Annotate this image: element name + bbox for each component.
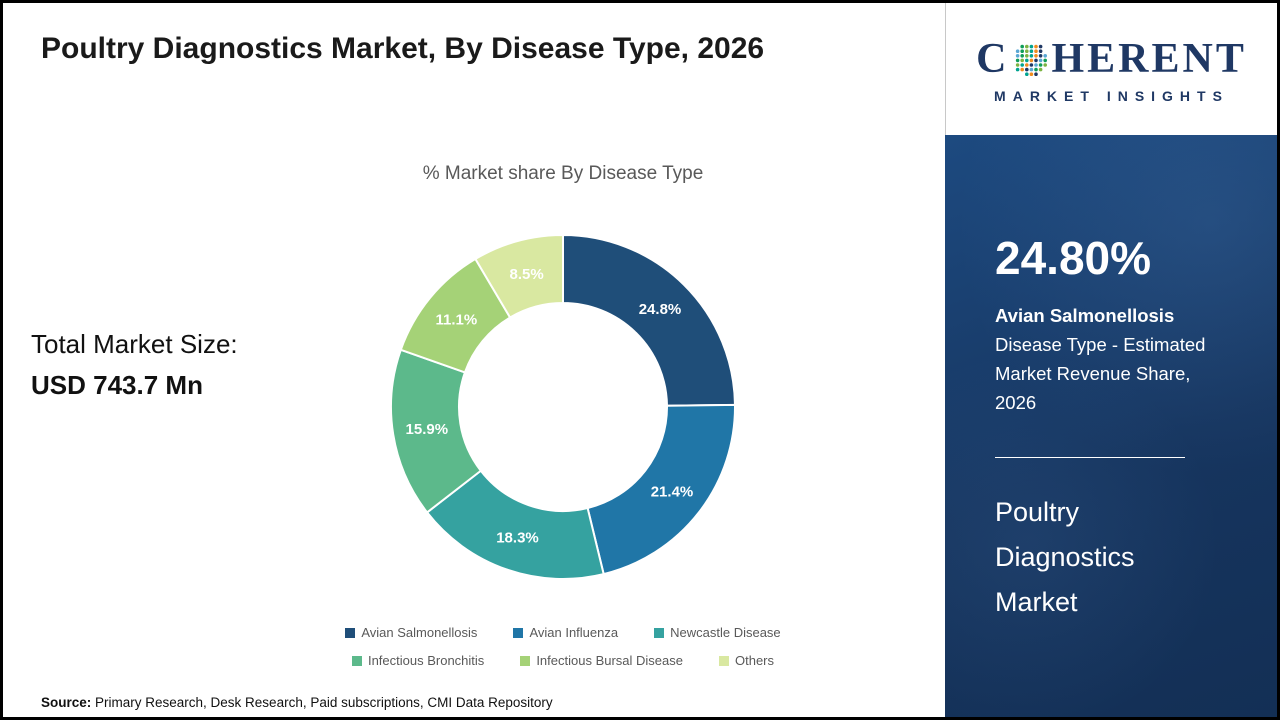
- globe-dot: [1039, 62, 1043, 67]
- slice-label-others: 8.5%: [509, 266, 543, 283]
- legend-item-newcastle-disease: Newcastle Disease: [654, 625, 781, 640]
- globe-dot: [1020, 58, 1025, 62]
- brand-tagline: MARKET INSIGHTS: [994, 87, 1229, 104]
- legend-label-avian-salmonellosis: Avian Salmonellosis: [361, 625, 478, 640]
- globe-dot: [1030, 67, 1034, 71]
- highlight-panel: 24.80% Avian Salmonellosis Disease Type …: [945, 135, 1277, 717]
- legend-item-avian-salmonellosis: Avian Salmonellosis: [345, 625, 477, 640]
- report-title-line-3: Market: [995, 587, 1078, 617]
- globe-dot: [1039, 44, 1043, 48]
- brand-header: C HERENT MARKET INSIGHTS: [945, 3, 1277, 135]
- slice-label-avian-influenza: 21.4%: [651, 484, 694, 501]
- globe-dot: [1016, 67, 1020, 71]
- legend-row-1: Avian Salmonellosis Avian Influenza Newcas…: [233, 625, 893, 640]
- globe-dot: [1034, 67, 1039, 71]
- legend-swatch-newcastle-disease: [654, 627, 665, 638]
- source-note: Source: Primary Research, Desk Research,…: [41, 695, 553, 710]
- globe-dot: [1034, 71, 1039, 76]
- globe-dot: [1034, 58, 1039, 62]
- legend-swatch-avian-salmonellosis: [345, 627, 356, 638]
- slice-label-infectious-bursal-disease: 11.1%: [436, 311, 478, 328]
- globe-dot: [1039, 58, 1043, 62]
- legend-swatch-others: [719, 655, 729, 666]
- globe-dot: [1034, 62, 1039, 67]
- globe-dot: [1034, 44, 1039, 48]
- donut-segment-avian-salmonellosis: [562, 233, 737, 407]
- report-title: Poultry Diagnostics Market: [995, 490, 1241, 625]
- globe-dot: [1025, 62, 1030, 67]
- globe-dot: [1025, 58, 1030, 62]
- legend-item-infectious-bronchitis: Infectious Bronchitis: [351, 653, 485, 668]
- globe-dot: [1020, 53, 1025, 58]
- legend-swatch-infectious-bursal-disease: [520, 655, 531, 666]
- page-title: Poultry Diagnostics Market, By Disease T…: [41, 32, 765, 65]
- brand-wordmark: C HERENT: [976, 35, 1247, 83]
- globe-dot: [1043, 53, 1048, 58]
- report-title-line-2: Diagnostics: [995, 542, 1135, 572]
- highlight-description: Avian Salmonellosis Disease Type - Estim…: [995, 301, 1220, 417]
- chart-subtitle: % Market share By Disease Type: [422, 163, 704, 184]
- donut-segment-avian-influenza: [586, 403, 736, 576]
- report-title-line-1: Poultry: [995, 497, 1080, 527]
- chart-legend: Avian Salmonellosis Avian Influenza Newcas…: [233, 625, 893, 681]
- globe-dot: [1030, 48, 1034, 53]
- slice-label-avian-salmonellosis: 24.8%: [639, 301, 682, 318]
- globe-dot: [1034, 48, 1039, 53]
- legend-label-newcastle-disease: Newcastle Disease: [670, 625, 781, 640]
- globe-dot: [1039, 53, 1043, 58]
- legend-item-infectious-bursal-disease: Infectious Bursal Disease: [520, 653, 683, 668]
- globe-dot: [1025, 44, 1030, 48]
- source-text: Primary Research, Desk Research, Paid su…: [91, 695, 553, 710]
- legend-label-infectious-bronchitis: Infectious Bronchitis: [367, 653, 485, 668]
- divider-line: [995, 457, 1185, 458]
- legend-item-others: Others: [719, 653, 774, 668]
- slice-label-infectious-bronchitis: 15.9%: [406, 421, 449, 438]
- brand-letter-c: C: [976, 35, 1010, 82]
- brand-letters-rest: HERENT: [1051, 35, 1247, 82]
- globe-dot: [1030, 53, 1034, 58]
- globe-dot: [1016, 62, 1020, 67]
- total-market-size: Total Market Size: USD 743.7 Mn: [31, 329, 238, 401]
- total-market-size-label: Total Market Size:: [31, 329, 238, 359]
- globe-dot: [1025, 67, 1030, 71]
- globe-dot: [1020, 67, 1025, 71]
- slice-label-newcastle-disease: 18.3%: [496, 529, 539, 546]
- globe-dot: [1016, 53, 1020, 58]
- source-label: Source:: [41, 695, 92, 710]
- highlight-description-bold: Avian Salmonellosis: [995, 305, 1175, 326]
- legend-label-others: Others: [735, 653, 775, 668]
- globe-dot: [1025, 48, 1030, 53]
- logo-globe-icon: [1016, 44, 1048, 76]
- legend-swatch-avian-influenza: [513, 627, 524, 638]
- globe-dot: [1016, 58, 1020, 62]
- globe-dot: [1025, 71, 1030, 76]
- globe-dot: [1043, 58, 1048, 62]
- legend-swatch-infectious-bronchitis: [351, 655, 362, 666]
- globe-dot: [1039, 67, 1043, 71]
- globe-dot: [1030, 44, 1034, 48]
- globe-dot: [1039, 48, 1043, 53]
- globe-dot: [1025, 53, 1030, 58]
- legend-label-infectious-bursal-disease: Infectious Bursal Disease: [536, 653, 683, 668]
- globe-dot: [1043, 62, 1048, 67]
- legend-row-2: Infectious Bronchitis Infectious Bursal D…: [233, 653, 893, 668]
- highlight-description-text: Disease Type - Estimated Market Revenue …: [995, 334, 1206, 413]
- globe-dot: [1020, 62, 1025, 67]
- chart-section: Poultry Diagnostics Market, By Disease T…: [3, 3, 945, 717]
- donut-chart: 24.8% 21.4% 18.3% 15.9% 11.1% 8.5%: [390, 233, 737, 580]
- total-market-size-value: USD 743.7 Mn: [31, 370, 203, 400]
- legend-label-avian-influenza: Avian Influenza: [529, 625, 619, 640]
- globe-dot: [1020, 44, 1025, 48]
- globe-dot: [1020, 48, 1025, 53]
- legend-item-avian-influenza: Avian Influenza: [513, 625, 618, 640]
- donut-segment-others: [474, 233, 564, 319]
- globe-dot: [1034, 53, 1039, 58]
- globe-dot: [1030, 62, 1034, 67]
- globe-dot: [1030, 58, 1034, 62]
- globe-dot: [1030, 71, 1034, 76]
- highlight-value: 24.80%: [995, 232, 1152, 284]
- globe-dot: [1016, 48, 1020, 53]
